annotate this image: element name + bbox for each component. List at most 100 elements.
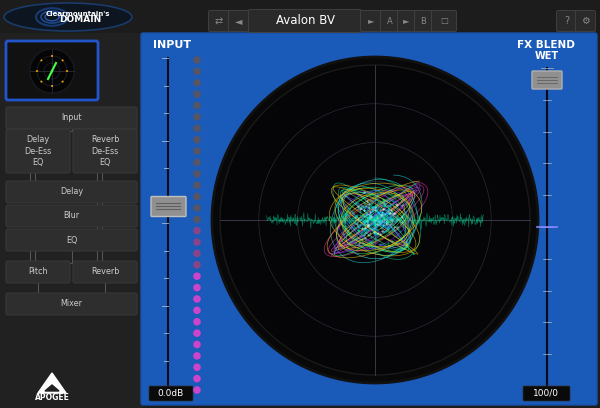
Circle shape [193,352,201,360]
Point [369,219,379,225]
Point [355,223,364,230]
Point [373,231,382,238]
Point [373,217,382,223]
Point [360,220,370,226]
Point [377,219,387,225]
Point [360,225,370,232]
Point [371,209,380,216]
Point [371,224,381,230]
Point [359,207,368,213]
Point [389,224,399,230]
Point [384,188,394,195]
Point [380,221,390,228]
Point [385,215,395,222]
Point [391,197,400,204]
Point [367,188,376,195]
Point [372,208,382,214]
Point [370,226,380,232]
Point [391,200,401,207]
Point [344,211,354,218]
Point [358,215,368,222]
Point [364,224,374,231]
Point [365,215,375,222]
Text: B: B [421,16,427,25]
Point [377,208,386,215]
Circle shape [193,90,201,98]
Point [389,209,399,216]
Point [355,208,365,215]
Circle shape [193,159,201,166]
Point [393,224,403,231]
Point [369,215,379,222]
Point [376,206,386,212]
Point [353,224,362,230]
Point [379,210,388,217]
Circle shape [220,65,530,375]
Point [401,200,410,207]
Point [361,212,371,219]
Point [362,214,371,221]
Point [372,192,382,199]
Point [352,230,362,237]
Point [370,213,379,220]
Circle shape [193,238,201,246]
Point [362,198,372,204]
Point [373,217,383,224]
Point [374,210,383,216]
Circle shape [212,57,538,383]
Point [384,205,394,211]
Point [373,218,382,224]
Point [371,212,380,218]
Point [359,218,368,225]
Point [378,228,388,235]
Circle shape [193,227,201,235]
Polygon shape [38,373,66,393]
Point [364,214,374,221]
Point [381,228,391,235]
Point [382,213,391,220]
Point [370,203,380,210]
Point [384,231,394,237]
Text: 0.0dB: 0.0dB [158,389,184,398]
Point [373,204,382,211]
Point [349,224,358,231]
Point [365,208,375,214]
Circle shape [193,79,201,86]
Point [364,200,374,207]
Point [355,222,365,228]
Circle shape [193,261,201,268]
Point [350,214,359,221]
Point [374,213,383,220]
Point [370,214,379,221]
Text: ◄: ◄ [235,16,243,26]
Point [381,222,391,228]
Point [356,205,365,212]
FancyBboxPatch shape [398,11,415,31]
Point [359,213,368,219]
Point [384,224,394,230]
Point [377,209,387,216]
Point [359,200,368,206]
Text: ►: ► [368,16,374,25]
Text: FX BLEND: FX BLEND [517,40,575,50]
Point [369,226,379,233]
Point [358,203,367,210]
FancyBboxPatch shape [575,11,595,31]
Point [379,210,389,217]
Point [363,205,373,212]
Point [370,225,379,231]
Point [368,220,377,226]
Point [374,215,384,222]
Point [355,222,364,228]
FancyBboxPatch shape [248,9,361,33]
Point [368,204,378,210]
Text: EQ: EQ [66,235,77,244]
Point [352,211,362,218]
Point [392,215,402,222]
Point [364,213,374,219]
Point [382,215,392,221]
Point [363,220,373,226]
Point [380,203,390,209]
Point [388,226,397,233]
Point [355,217,364,223]
